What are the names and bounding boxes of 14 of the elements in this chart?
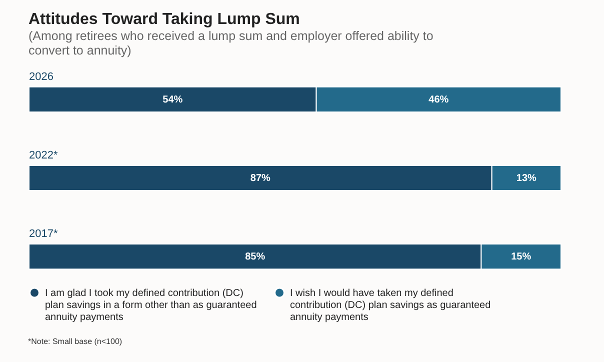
text: *Note: Small base (n<100): [28, 337, 122, 346]
y-tick-label: 2017*: [29, 228, 58, 240]
data-label: 85%: [245, 252, 266, 263]
legend-label: I am glad I took my defined contribution (DC) plan savings in a form other than as guaranteed annuity payments: [45, 288, 257, 323]
data-label: 54%: [162, 94, 183, 106]
data-label: 46%: [428, 94, 449, 106]
data-label: 87%: [250, 173, 271, 184]
chart-subtitle: (Among retirees who received a lump sum and employer offered ability to convert to annuity): [28, 28, 434, 58]
data-label: 15%: [511, 252, 532, 263]
y-tick-label: 2022*: [29, 150, 58, 162]
data-label: 13%: [516, 173, 537, 184]
chart-title: Attitudes Toward Taking Lump Sum: [28, 10, 300, 28]
legend-label: I wish I would have taken my defined contribution (DC) plan savings as guaranteed annuity payments: [290, 288, 491, 323]
y-tick-label: 2026: [29, 70, 54, 83]
